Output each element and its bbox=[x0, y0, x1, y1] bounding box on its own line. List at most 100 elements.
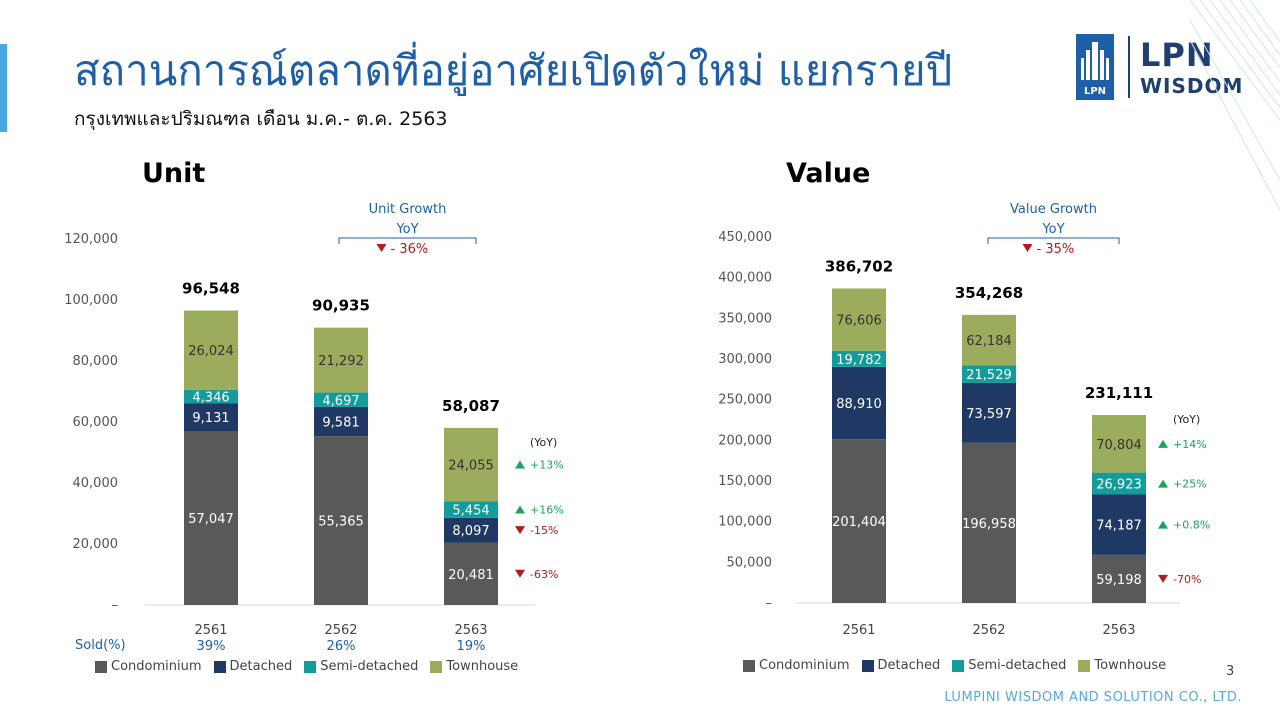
unit-yoy-header: (YoY) bbox=[530, 436, 557, 449]
value-total-label: 386,702 bbox=[825, 257, 893, 275]
value-growth-value: - 35% bbox=[1037, 242, 1075, 257]
value-growth-label: Value Growth bbox=[1010, 202, 1097, 217]
unit-data-label: 4,697 bbox=[322, 394, 359, 409]
value-yoy-arrow-icon bbox=[1158, 439, 1168, 448]
legend-label: Semi-detached bbox=[968, 658, 1067, 673]
unit-bar-condominium-2561 bbox=[184, 431, 238, 605]
unit-growth-value: - 36% bbox=[391, 242, 429, 257]
value-data-label: 201,404 bbox=[832, 515, 886, 530]
logo-box-text: LPN bbox=[1083, 86, 1107, 97]
unit-bar-detached-2561 bbox=[184, 403, 238, 432]
unit-bar-condominium-2562 bbox=[314, 436, 368, 605]
value-growth-arrow-icon bbox=[1022, 244, 1033, 252]
value-ytick-label: 200,000 bbox=[718, 433, 772, 448]
value-legend: Condominium Detached Semi-detached Townhous… bbox=[743, 658, 1166, 673]
unit-total-label: 96,548 bbox=[182, 280, 240, 298]
unit-data-label: 20,481 bbox=[448, 568, 494, 583]
legend-label: Townhouse bbox=[1094, 658, 1167, 673]
value-bar-detached-2563 bbox=[1092, 494, 1146, 555]
unit-growth-arrow-icon bbox=[376, 244, 387, 252]
unit-yoy-value: +16% bbox=[530, 504, 564, 517]
legend-item: Townhouse bbox=[1078, 658, 1166, 673]
building-icon bbox=[1081, 42, 1109, 80]
page-subtitle: กรุงเทพและปริมณฑล เดือน ม.ค.- ต.ค. 2563 bbox=[74, 108, 448, 130]
value-data-label: 59,198 bbox=[1096, 573, 1142, 588]
value-bar-townhouse-2561 bbox=[832, 288, 886, 351]
value-data-label: 21,529 bbox=[966, 368, 1012, 383]
legend-swatch bbox=[430, 660, 443, 673]
unit-growth-yoy: YoY bbox=[395, 222, 418, 237]
unit-bar-condominium-2563 bbox=[444, 542, 498, 605]
logo-building-icon: LPN bbox=[1076, 34, 1114, 100]
lpn-logo: LPN LPN WISDOM bbox=[1076, 34, 1246, 102]
unit-yoy-arrow-icon bbox=[515, 526, 525, 535]
value-data-label: 196,958 bbox=[962, 517, 1016, 532]
value-ytick-label: 250,000 bbox=[718, 393, 772, 408]
value-data-label: 73,597 bbox=[966, 407, 1012, 422]
unit-yoy-arrow-icon bbox=[515, 460, 525, 469]
value-growth-bracket bbox=[987, 237, 1120, 244]
unit-ytick-label: 80,000 bbox=[73, 354, 119, 369]
value-bar-townhouse-2562 bbox=[962, 314, 1016, 366]
unit-bar-detached-2563 bbox=[444, 517, 498, 543]
unit-yoy-value: +13% bbox=[530, 459, 564, 472]
unit-bar-semi-detached-2561 bbox=[184, 389, 238, 404]
value-data-label: 62,184 bbox=[966, 334, 1012, 349]
value-ytick-label: 350,000 bbox=[718, 311, 772, 326]
unit-data-label: 4,346 bbox=[192, 391, 229, 406]
legend-swatch bbox=[1078, 659, 1091, 672]
value-category-label: 2562 bbox=[972, 623, 1005, 638]
value-yoy-value: -70% bbox=[1173, 573, 1201, 586]
legend-swatch bbox=[304, 660, 317, 673]
value-yoy-value: +25% bbox=[1173, 478, 1207, 491]
value-category-label: 2561 bbox=[842, 623, 875, 638]
value-ytick-label: 300,000 bbox=[718, 352, 772, 367]
value-yoy-value: +0.8% bbox=[1173, 519, 1210, 532]
value-yoy-arrow-icon bbox=[1158, 479, 1168, 488]
value-data-label: 19,782 bbox=[836, 353, 882, 368]
legend-label: Townhouse bbox=[446, 659, 519, 674]
unit-data-label: 5,454 bbox=[452, 504, 489, 519]
legend-item: Semi-detached bbox=[952, 658, 1066, 673]
legend-swatch bbox=[213, 660, 226, 673]
decorative-lines bbox=[1190, 0, 1280, 210]
unit-data-label: 9,131 bbox=[192, 411, 229, 426]
value-yoy-header: (YoY) bbox=[1173, 413, 1200, 426]
legend-label: Condominium bbox=[111, 659, 202, 674]
unit-legend: Condominium Detached Semi-detached Townhous… bbox=[95, 659, 518, 674]
unit-ytick-label: – bbox=[112, 598, 119, 613]
legend-label: Detached bbox=[229, 659, 293, 674]
unit-yoy-value: -63% bbox=[530, 568, 558, 581]
unit-bar-townhouse-2562 bbox=[314, 327, 368, 393]
value-yoy-arrow-icon bbox=[1158, 574, 1168, 583]
legend-item: Condominium bbox=[95, 659, 202, 674]
unit-ytick-label: 20,000 bbox=[73, 537, 119, 552]
value-data-label: 76,606 bbox=[836, 314, 882, 329]
unit-bar-semi-detached-2563 bbox=[444, 501, 498, 518]
unit-data-label: 26,024 bbox=[188, 344, 234, 359]
value-data-label: 74,187 bbox=[1096, 519, 1142, 534]
unit-total-label: 58,087 bbox=[442, 397, 500, 415]
unit-data-label: 21,292 bbox=[318, 354, 364, 369]
value-bar-condominium-2561 bbox=[832, 439, 886, 603]
value-total-label: 231,111 bbox=[1085, 384, 1153, 402]
value-bar-detached-2561 bbox=[832, 366, 886, 440]
value-ytick-label: 50,000 bbox=[727, 555, 773, 570]
unit-sold-pct: 26% bbox=[327, 639, 356, 654]
legend-item: Condominium bbox=[743, 658, 850, 673]
legend-item: Detached bbox=[861, 658, 940, 673]
value-chart-title: Value bbox=[786, 158, 871, 189]
value-bar-condominium-2562 bbox=[962, 442, 1016, 603]
value-data-label: 26,923 bbox=[1096, 478, 1142, 493]
legend-label: Semi-detached bbox=[320, 659, 419, 674]
logo-main-text: LPN bbox=[1140, 36, 1214, 74]
value-ytick-label: 400,000 bbox=[718, 271, 772, 286]
logo-sub-text: WISDOM bbox=[1140, 74, 1244, 98]
unit-category-label: 2562 bbox=[324, 623, 357, 638]
page-number: 3 bbox=[1226, 664, 1235, 679]
legend-item: Semi-detached bbox=[304, 659, 418, 674]
unit-sold-pct: 39% bbox=[197, 639, 226, 654]
unit-bar-detached-2562 bbox=[314, 406, 368, 437]
unit-yoy-value: -15% bbox=[530, 524, 558, 537]
